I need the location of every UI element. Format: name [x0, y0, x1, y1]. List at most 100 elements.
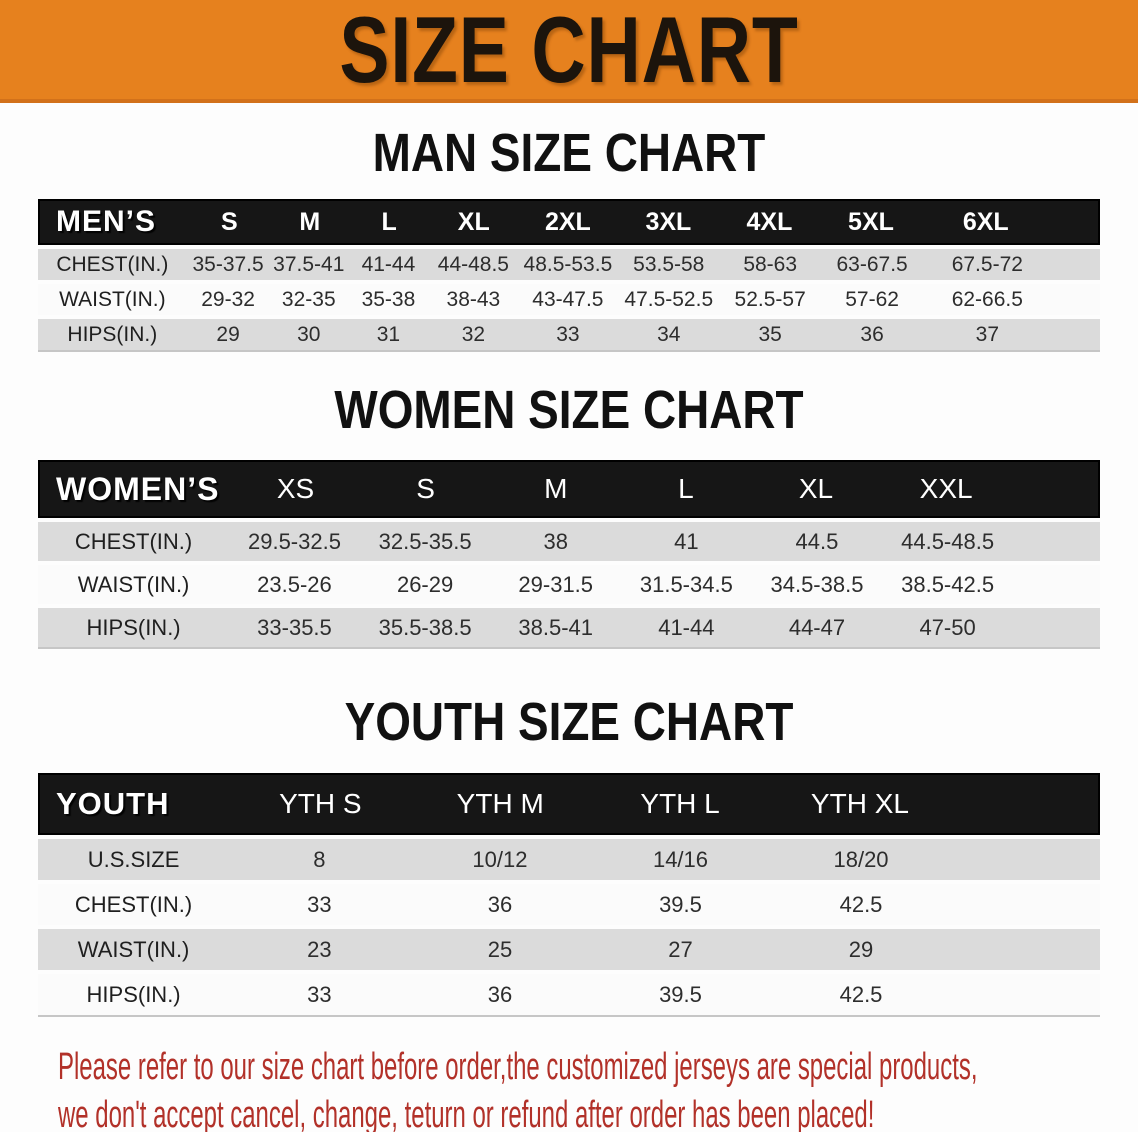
- cell-value: 41-44: [658, 614, 715, 640]
- cell-value: 34: [657, 322, 681, 346]
- size-section: YOUTH SIZE CHART YOUTH YTH S YTH M YTH L YTH…: [0, 692, 1138, 1017]
- cell-value: 10/12: [472, 846, 528, 872]
- cell-value: 23: [307, 936, 332, 962]
- row-label: HIPS(IN.): [86, 981, 181, 1007]
- table-row: HIPS(IN.) 29 30 31 32 33 34 35 36 37: [38, 315, 1100, 350]
- cell-value: 29.5-32.5: [247, 528, 341, 554]
- cell-value: 48.5-53.5: [523, 252, 613, 276]
- column-header: XXL: [919, 473, 973, 504]
- column-header: M: [544, 473, 568, 504]
- size-section: WOMEN SIZE CHART WOMEN’S XS S M L XL XXL CHEST…: [0, 380, 1138, 649]
- cell-value: 47.5-52.5: [624, 287, 714, 311]
- table-row: CHEST(IN.) 35-37.5 37.5-41 41-44 44-48.5 48.5…: [38, 245, 1100, 280]
- cell-value: 31.5-34.5: [639, 571, 733, 597]
- cell-value: 57-62: [845, 287, 899, 311]
- banner-title: SIZE CHART: [339, 0, 799, 102]
- cell-value: 14/16: [652, 846, 709, 872]
- cell-value: 23.5-26: [257, 571, 332, 597]
- column-header: L: [381, 207, 397, 236]
- column-header: XS: [276, 473, 315, 504]
- cell-value: 33: [307, 981, 332, 1007]
- cell-value: 38: [543, 528, 568, 554]
- row-label: CHEST(IN.): [74, 891, 193, 917]
- cell-value: 47-50: [919, 614, 976, 640]
- column-header: M: [299, 207, 321, 236]
- cell-value: 25: [487, 936, 513, 962]
- cell-value: 27: [668, 936, 693, 962]
- column-header: S: [221, 207, 238, 236]
- cell-value: 34.5-38.5: [770, 571, 864, 597]
- column-header: YTH M: [456, 788, 544, 819]
- cell-value: 44-47: [788, 614, 846, 640]
- table-header-row: WOMEN’S XS S M L XL XXL: [38, 460, 1100, 518]
- cell-value: 52.5-57: [734, 287, 806, 311]
- cell-value: 44.5-48.5: [901, 528, 995, 554]
- cell-value: 42.5: [839, 981, 883, 1007]
- cell-value: 32.5-35.5: [378, 528, 472, 554]
- cell-value: 26-29: [396, 571, 454, 597]
- table-row: HIPS(IN.) 33 36 39.5 42.5: [38, 970, 1100, 1015]
- column-header: XL: [457, 207, 490, 236]
- row-label: U.S.SIZE: [87, 846, 180, 872]
- cell-value: 42.5: [839, 891, 883, 917]
- size-table: YOUTH YTH S YTH M YTH L YTH XL U.S.SIZE 8 10/1…: [38, 773, 1100, 1017]
- cell-value: 35: [758, 322, 782, 346]
- banner: SIZE CHART: [0, 0, 1138, 103]
- cell-value: 29: [216, 322, 240, 346]
- cell-value: 36: [860, 322, 884, 346]
- section-heading: WOMEN SIZE CHART: [334, 380, 804, 440]
- cell-value: 33-35.5: [257, 614, 332, 640]
- cell-value: 32: [461, 322, 486, 346]
- cell-value: 8: [313, 846, 326, 872]
- column-header: YTH XL: [810, 788, 909, 819]
- cell-value: 36: [487, 981, 513, 1007]
- cell-value: 67.5-72: [951, 252, 1023, 276]
- cell-value: 31: [376, 322, 401, 346]
- column-header: YTH S: [279, 788, 362, 819]
- sections-container: MAN SIZE CHART MEN’S S M L XL 2XL 3XL 4XL 5XL 6XL…: [0, 126, 1138, 1017]
- row-label: WAIST(IN.): [77, 936, 190, 962]
- cell-value: 38.5-41: [518, 614, 594, 640]
- cell-value: 41-44: [361, 252, 416, 276]
- column-header: L: [678, 473, 694, 504]
- cell-value: 38-43: [446, 287, 501, 311]
- cell-value: 63-67.5: [836, 252, 908, 276]
- cell-value: 62-66.5: [951, 287, 1023, 311]
- row-label: WAIST(IN.): [59, 287, 166, 311]
- cell-value: 32-35: [281, 287, 336, 311]
- cell-value: 36: [487, 891, 513, 917]
- notice-line-1: Please refer to our size chart before or…: [58, 1046, 978, 1088]
- size-table: WOMEN’S XS S M L XL XXL CHEST(IN.) 29.5-32.5 32.…: [38, 460, 1100, 649]
- column-header: 6XL: [962, 207, 1009, 236]
- cell-value: 39.5: [659, 891, 702, 917]
- cell-value: 33: [556, 322, 580, 346]
- cell-value: 41: [674, 528, 699, 554]
- table-row: CHEST(IN.) 33 36 39.5 42.5: [38, 880, 1100, 925]
- cell-value: 35.5-38.5: [378, 614, 472, 640]
- table-row: WAIST(IN.) 29-32 32-35 35-38 38-43 43-47.5 47.…: [38, 280, 1100, 315]
- column-header: 5XL: [848, 207, 894, 236]
- cell-value: 39.5: [659, 981, 702, 1007]
- table-header-row: MEN’S S M L XL 2XL 3XL 4XL 5XL 6XL: [38, 199, 1100, 245]
- column-header: S: [416, 473, 435, 504]
- cell-value: 38.5-42.5: [901, 571, 995, 597]
- table-row: HIPS(IN.) 33-35.5 35.5-38.5 38.5-41 41-44 44-…: [38, 604, 1100, 647]
- column-header: 3XL: [645, 207, 692, 236]
- row-label: HIPS(IN.): [86, 614, 181, 640]
- size-section: MAN SIZE CHART MEN’S S M L XL 2XL 3XL 4XL 5XL 6XL…: [0, 126, 1138, 352]
- row-label: CHEST(IN.): [56, 252, 169, 276]
- section-heading: YOUTH SIZE CHART: [344, 692, 794, 752]
- cell-value: 44.5: [795, 528, 839, 554]
- table-corner-label: YOUTH: [56, 786, 170, 821]
- column-header: XL: [798, 473, 834, 504]
- footer-notice: Please refer to our size chart before or…: [0, 1043, 1138, 1132]
- table-row: WAIST(IN.) 23.5-26 26-29 29-31.5 31.5-34.5 34…: [38, 561, 1100, 604]
- row-label: CHEST(IN.): [74, 528, 193, 554]
- table-corner-label: WOMEN’S: [56, 470, 220, 507]
- cell-value: 29: [848, 936, 874, 962]
- cell-value: 30: [297, 322, 321, 346]
- cell-value: 58-63: [743, 252, 798, 276]
- cell-value: 29-31.5: [518, 571, 594, 597]
- cell-value: 37: [975, 322, 999, 346]
